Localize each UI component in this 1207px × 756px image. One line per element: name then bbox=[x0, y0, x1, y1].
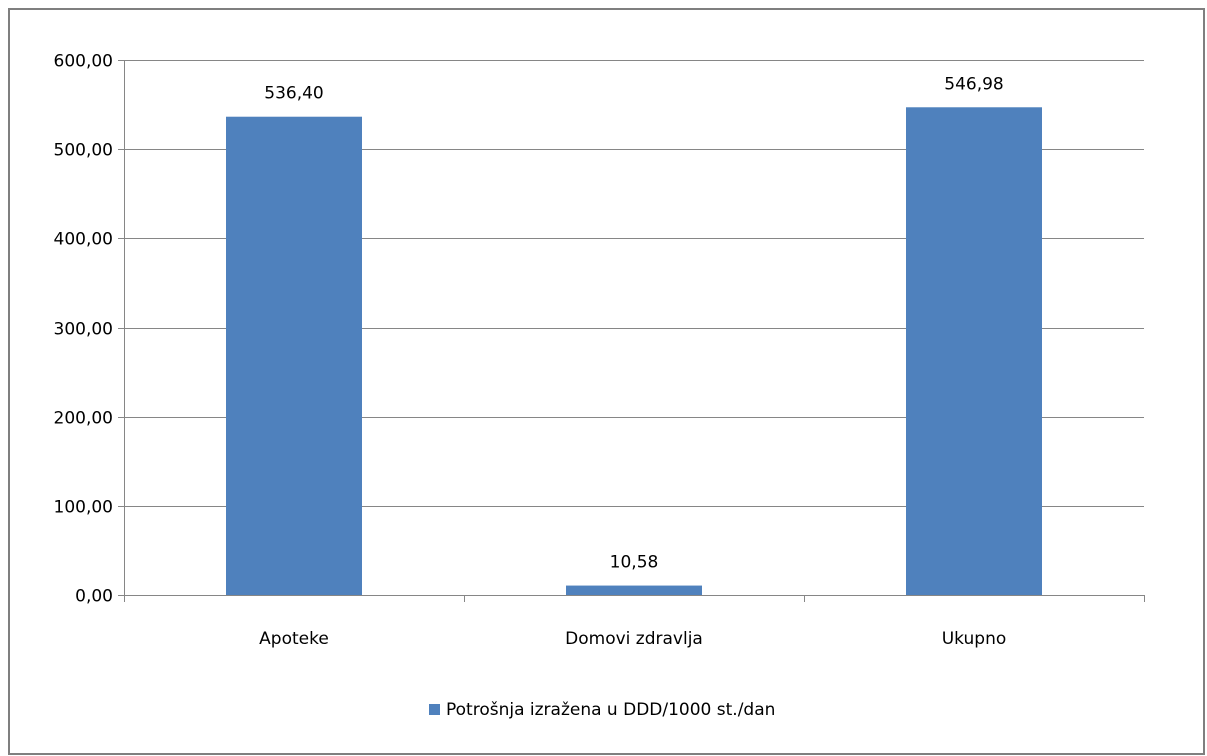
data-label: 536,40 bbox=[264, 84, 323, 104]
legend-label: Potrošnja izražena u DDD/1000 st./dan bbox=[446, 700, 775, 720]
y-tick-label: 0,00 bbox=[75, 587, 113, 607]
data-label: 10,58 bbox=[610, 553, 659, 573]
data-labels: 536,40 10,58 546,98 bbox=[264, 74, 1003, 572]
bar bbox=[906, 107, 1042, 595]
y-tick-labels: 0,00 100,00 200,00 300,00 400,00 500,00 600,00 bbox=[54, 52, 113, 607]
x-tick-label: Apoteke bbox=[259, 629, 329, 649]
y-tick-label: 200,00 bbox=[54, 409, 113, 429]
y-tick-label: 300,00 bbox=[54, 320, 113, 340]
axes bbox=[118, 60, 1145, 602]
y-tick-label: 500,00 bbox=[54, 141, 113, 161]
data-label: 546,98 bbox=[944, 74, 1003, 94]
bars bbox=[226, 107, 1042, 596]
legend: Potrošnja izražena u DDD/1000 st./dan bbox=[429, 700, 775, 720]
x-tick-labels: Apoteke Domovi zdravlja Ukupno bbox=[259, 629, 1006, 649]
bar bbox=[226, 116, 362, 596]
legend-swatch bbox=[429, 704, 440, 715]
y-tick-label: 100,00 bbox=[54, 498, 113, 518]
y-tick-label: 400,00 bbox=[54, 230, 113, 250]
x-tick-label: Domovi zdravlja bbox=[565, 629, 703, 649]
bar bbox=[566, 585, 702, 595]
x-tick-label: Ukupno bbox=[942, 629, 1007, 649]
y-tick-label: 600,00 bbox=[54, 52, 113, 72]
